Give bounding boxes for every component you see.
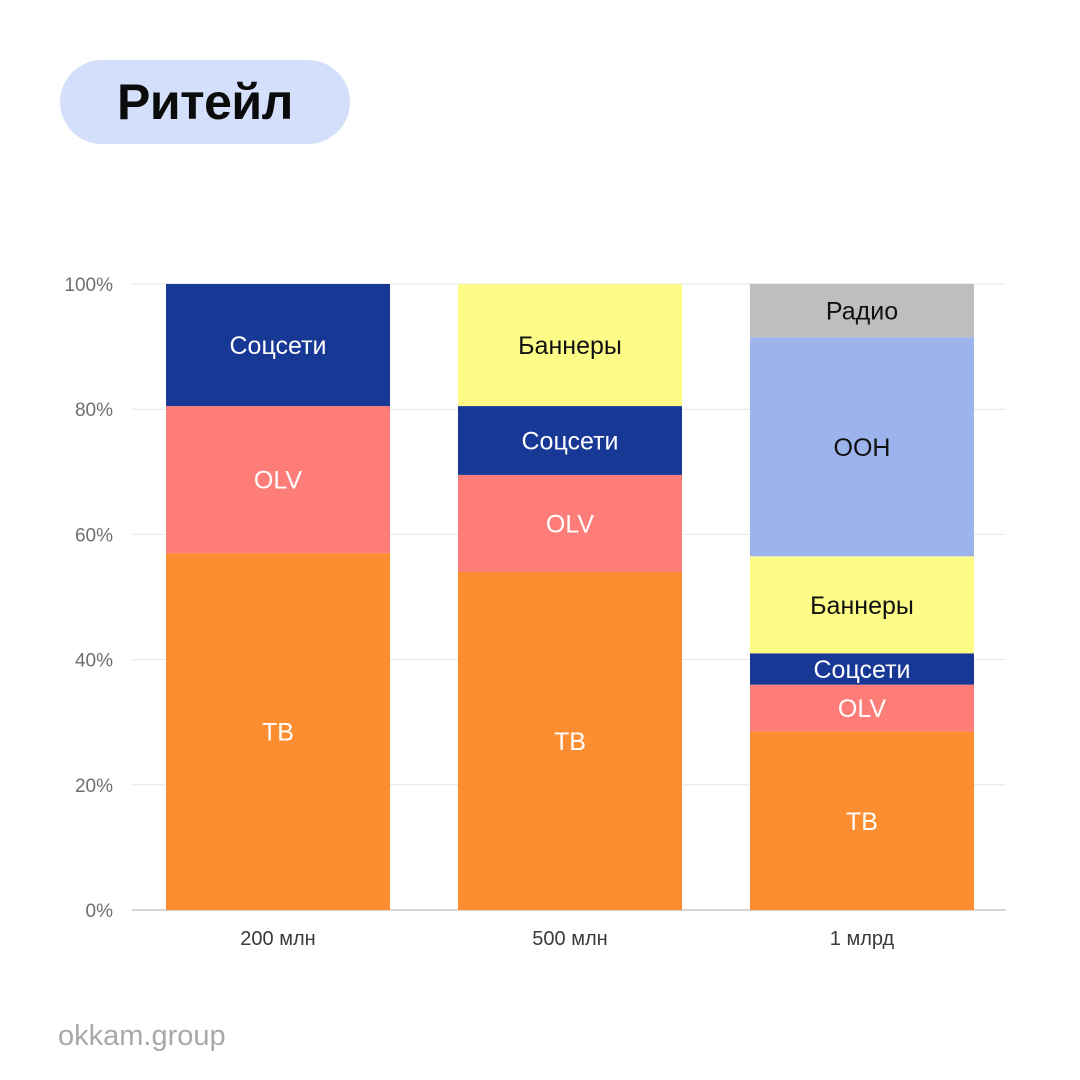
bar-segment: [458, 284, 682, 407]
segment-label: Соцсети: [522, 428, 619, 456]
bar-segment: [750, 653, 974, 685]
y-tick-label: 80%: [75, 400, 113, 421]
bar-segment: [750, 284, 974, 338]
segment-label: Соцсети: [814, 656, 911, 684]
x-tick-label: 1 млрд: [830, 928, 895, 950]
segment-label: ТВ: [846, 808, 878, 836]
bar-segment: [458, 571, 682, 910]
x-tick-label: 500 млн: [532, 928, 607, 950]
title-pill: Ритейл: [60, 60, 350, 144]
segment-label: Баннеры: [810, 592, 914, 620]
bar-segment: [750, 731, 974, 910]
bar-segment: [166, 406, 390, 554]
page-title: Ритейл: [117, 74, 293, 130]
bar-segment: [750, 684, 974, 732]
bar-segment: [750, 337, 974, 557]
bar-segment: [166, 284, 390, 407]
segment-label: ООН: [834, 434, 891, 462]
x-tick-label: 200 млн: [240, 928, 315, 950]
brand-footer: okkam.group: [58, 1020, 226, 1052]
bar-segment: [166, 553, 390, 910]
bar-segment: [458, 474, 682, 572]
segment-label: OLV: [254, 467, 302, 495]
bar-segment: [750, 556, 974, 654]
y-tick-label: 100%: [64, 275, 113, 296]
y-tick-label: 0%: [86, 901, 114, 922]
segment-label: OLV: [838, 695, 886, 723]
segment-label: Баннеры: [518, 332, 622, 360]
y-tick-label: 20%: [75, 776, 113, 797]
segment-label: ТВ: [262, 719, 294, 747]
segment-label: Радио: [826, 298, 898, 326]
segment-label: Соцсети: [230, 332, 327, 360]
segment-label: ТВ: [554, 728, 586, 756]
segment-label: OLV: [546, 510, 594, 538]
y-tick-label: 60%: [75, 525, 113, 546]
y-tick-label: 40%: [75, 651, 113, 672]
bar-segment: [458, 406, 682, 475]
